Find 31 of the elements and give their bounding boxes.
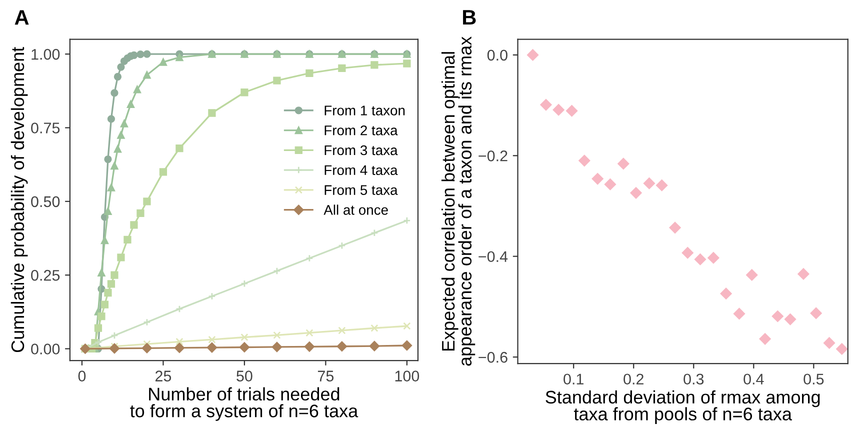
legend-label: From 5 taxa <box>324 185 398 195</box>
y-tick-label: 0.75 <box>31 122 60 134</box>
x-axis-title: Number of trials needed to form a system of n=6 taxa <box>130 387 358 421</box>
x-tick-label: 0 <box>78 370 86 382</box>
y-tick-label: 0.50 <box>31 196 60 208</box>
legend-label: From 3 taxa <box>324 145 398 156</box>
y-axis-title: Expected correlation between optimal appearance order of a taxon and its rmax <box>441 36 476 366</box>
x-tick-label: 50 <box>236 370 252 382</box>
y-tick-label: 0.00 <box>31 344 60 354</box>
legend-label: From 1 taxon <box>324 106 405 116</box>
x-axis-title: Standard deviation of rmax among taxa from pools of n=6 taxa <box>546 390 820 424</box>
x-tick-label: 25 <box>155 370 172 382</box>
legend-label: From 2 taxa <box>324 125 398 136</box>
y-tick-label: 0.0 <box>487 50 508 61</box>
y-tick-label: −0.6 <box>478 352 508 363</box>
x-tick-label: 0.2 <box>624 374 644 385</box>
y-tick-label: −0.2 <box>478 150 508 162</box>
chart-title: B <box>463 10 476 25</box>
x-tick-label: 0.1 <box>564 374 584 385</box>
y-axis-title: Cumulative probability of development <box>10 46 28 352</box>
y-tick-label: 1.00 <box>32 48 60 60</box>
legend-label: All at once <box>324 204 388 215</box>
x-tick-label: 75 <box>318 370 334 382</box>
chart-title: A <box>14 10 29 25</box>
legend-label: From 4 taxa <box>324 165 398 176</box>
x-tick-label: 0.4 <box>744 374 764 385</box>
y-tick-label: −0.4 <box>478 251 508 262</box>
x-tick-label: 0.3 <box>684 374 704 385</box>
y-tick-label: 0.25 <box>31 270 60 281</box>
x-tick-label: 0.5 <box>804 374 824 385</box>
x-tick-label: 100 <box>395 370 420 382</box>
